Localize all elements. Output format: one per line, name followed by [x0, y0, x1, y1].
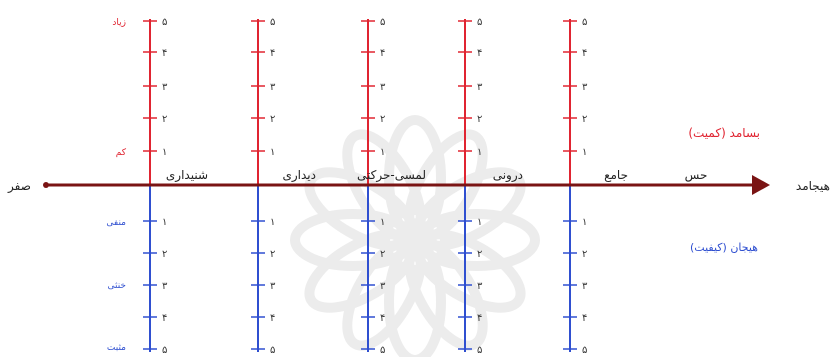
- frequency-tick-label: ۲: [162, 114, 167, 125]
- axis-start-dot: [43, 182, 49, 188]
- sense-column-label: دیداری: [282, 168, 316, 183]
- frequency-tick-label: ۲: [380, 114, 385, 125]
- frequency-tick-label: ۵: [582, 17, 587, 28]
- frequency-tick-label: ۲: [270, 114, 275, 125]
- frequency-tick-label: ۴: [582, 48, 587, 59]
- frequency-tick-label: ۵: [270, 17, 275, 28]
- emotion-tick-label: ۱: [162, 217, 167, 228]
- frequency-tick-label: ۴: [270, 48, 275, 59]
- frequency-tick-label: ۱: [270, 147, 275, 158]
- emotion-tick-label: ۵: [270, 345, 275, 356]
- emotion-tick-label: ۴: [582, 313, 587, 324]
- emotion-tick-label: ۲: [270, 249, 275, 260]
- emotion-tick-label: ۳: [380, 281, 386, 292]
- frequency-tick-label: ۳: [270, 82, 276, 93]
- frequency-tick-label: ۳: [477, 82, 483, 93]
- frequency-tick-label: ۵: [380, 17, 385, 28]
- emotion-tick-label: ۲: [582, 249, 587, 260]
- axis-label-end: هیجامد: [796, 179, 830, 193]
- sense-column-label: جامع: [604, 168, 628, 182]
- axis-label-zero: صفر: [7, 179, 31, 194]
- frequency-tick-label: ۳: [380, 82, 386, 93]
- scale-column: ۵ ۴ ۳ ۲ ۱ ۱ ۲ ۳ ۴ ۵ شنیداری: [143, 17, 208, 356]
- emotion-tick-label: ۵: [582, 345, 587, 356]
- frequency-tick-label: ۱: [582, 147, 587, 158]
- emotion-tick-label: ۵: [380, 345, 385, 356]
- lower-scale-label-negative: منفی: [106, 218, 126, 228]
- scale-column: ۵ ۴ ۳ ۲ ۱ ۱ ۲ ۳ ۴ ۵ جامع: [563, 17, 628, 356]
- frequency-tick-label: ۲: [477, 114, 482, 125]
- upper-scale-label-low: کم: [116, 148, 127, 158]
- axis-arrow-head: [752, 175, 770, 195]
- emotion-tick-label: ۴: [380, 313, 385, 324]
- emotion-tick-label: ۱: [380, 217, 385, 228]
- frequency-tick-label: ۱: [162, 147, 167, 158]
- emotion-tick-label: ۲: [380, 249, 385, 260]
- lower-scale-label-neutral: خنثی: [108, 281, 127, 291]
- upper-scale-label-high: زیاد: [112, 18, 126, 28]
- main-axis: [43, 175, 770, 195]
- frequency-tick-label: ۵: [477, 17, 482, 28]
- sense-column-label: شنیداری: [166, 168, 208, 183]
- emotion-tick-label: ۴: [270, 313, 275, 324]
- legend-frequency: بسامد (کمیت): [688, 126, 760, 140]
- scale-columns: ۵ ۴ ۳ ۲ ۱ ۱ ۲ ۳ ۴ ۵ شنیداری ۵ ۴ ۳ ۲ ۱ ۱ ۲ ۳ ۴ ۵ دیداری ۵ ۴ ۳ ۲ ۱ ۱ ۲…: [143, 17, 628, 356]
- frequency-tick-label: ۴: [162, 48, 167, 59]
- emotion-tick-label: ۲: [477, 249, 482, 260]
- sense-column-label: لمسی-حرکتی: [357, 168, 426, 183]
- frequency-tick-label: ۲: [582, 114, 587, 125]
- frequency-tick-label: ۱: [477, 147, 482, 158]
- emotion-tick-label: ۳: [477, 281, 483, 292]
- sense-column-label: درونی: [493, 168, 523, 183]
- emotion-tick-label: ۱: [582, 217, 587, 228]
- emotion-tick-label: ۴: [162, 313, 167, 324]
- legend-emotion: هیجان (کیفیت): [690, 241, 758, 254]
- emotion-tick-label: ۳: [270, 281, 276, 292]
- watermark-emblem: [290, 115, 540, 357]
- emotion-tick-label: ۳: [162, 281, 168, 292]
- emotion-tick-label: ۱: [477, 217, 482, 228]
- scale-column: ۵ ۴ ۳ ۲ ۱ ۱ ۲ ۳ ۴ ۵ لمسی-حرکتی: [357, 17, 426, 356]
- watermark-center: [380, 205, 450, 275]
- emotion-tick-label: ۵: [477, 345, 482, 356]
- axis-label-sense: حس: [685, 168, 708, 183]
- emotion-tick-label: ۵: [162, 345, 167, 356]
- emotion-tick-label: ۴: [477, 313, 482, 324]
- frequency-tick-label: ۳: [582, 82, 588, 93]
- watermark-petal: [342, 129, 426, 244]
- lower-scale-label-positive: مثبت: [107, 343, 126, 353]
- frequency-tick-label: ۴: [477, 48, 482, 59]
- scale-column: ۵ ۴ ۳ ۲ ۱ ۱ ۲ ۳ ۴ ۵ دیداری: [251, 17, 316, 356]
- scale-column: ۵ ۴ ۳ ۲ ۱ ۱ ۲ ۳ ۴ ۵ درونی: [458, 17, 523, 356]
- frequency-tick-label: ۴: [380, 48, 385, 59]
- frequency-tick-label: ۵: [162, 17, 167, 28]
- emotion-tick-label: ۲: [162, 249, 167, 260]
- frequency-tick-label: ۳: [162, 82, 168, 93]
- emotion-tick-label: ۱: [270, 217, 275, 228]
- frequency-tick-label: ۱: [380, 147, 385, 158]
- emotion-tick-label: ۳: [582, 281, 588, 292]
